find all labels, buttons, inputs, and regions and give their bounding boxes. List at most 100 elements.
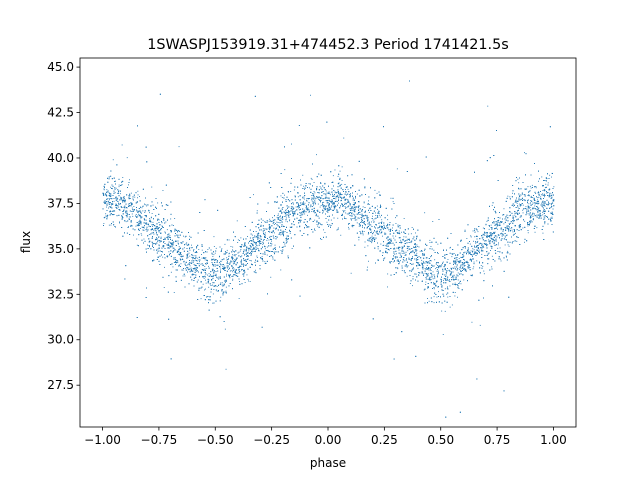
data-point xyxy=(476,260,478,262)
data-point xyxy=(467,263,469,265)
data-point xyxy=(329,203,330,204)
data-point xyxy=(399,254,401,256)
data-point xyxy=(497,244,499,246)
data-point xyxy=(369,208,371,210)
data-point xyxy=(374,218,376,220)
data-point xyxy=(108,198,110,200)
data-point xyxy=(147,244,148,246)
data-point xyxy=(291,206,293,208)
data-point xyxy=(528,191,530,193)
data-point xyxy=(417,259,419,260)
data-point xyxy=(114,226,116,227)
data-point xyxy=(229,274,231,276)
data-point xyxy=(518,194,520,196)
data-point xyxy=(351,212,353,214)
data-point xyxy=(280,215,281,217)
data-point xyxy=(546,178,548,180)
data-point xyxy=(365,215,367,217)
data-point xyxy=(330,191,332,193)
data-point xyxy=(304,202,306,204)
data-point xyxy=(492,222,493,224)
data-point xyxy=(190,267,192,269)
data-point xyxy=(363,202,365,204)
data-point xyxy=(107,198,109,200)
data-point xyxy=(270,220,272,222)
data-point xyxy=(148,234,150,235)
data-point xyxy=(382,235,383,237)
data-point xyxy=(126,212,128,214)
data-point xyxy=(433,296,435,298)
data-point xyxy=(204,276,206,278)
data-point xyxy=(415,248,417,250)
data-point xyxy=(539,213,540,215)
data-point xyxy=(441,286,442,288)
data-point xyxy=(229,277,231,279)
data-point xyxy=(429,279,431,281)
data-point xyxy=(460,283,462,285)
data-point xyxy=(418,264,420,266)
data-point xyxy=(332,196,333,197)
data-point xyxy=(130,192,132,194)
data-point xyxy=(200,298,202,300)
data-point xyxy=(377,212,379,214)
data-point xyxy=(347,201,349,203)
data-point xyxy=(500,229,502,231)
data-point xyxy=(183,235,184,237)
data-point xyxy=(333,208,335,210)
data-point xyxy=(132,198,134,200)
data-point xyxy=(149,218,151,219)
data-point xyxy=(186,256,188,258)
data-point xyxy=(433,265,435,267)
data-point xyxy=(178,246,180,248)
data-point xyxy=(370,239,372,240)
data-point xyxy=(409,283,411,284)
data-point xyxy=(399,237,401,239)
data-point xyxy=(189,255,191,257)
data-point xyxy=(464,265,466,266)
data-point xyxy=(470,250,472,252)
data-point xyxy=(183,247,185,249)
data-point xyxy=(410,242,412,243)
data-point xyxy=(288,216,289,218)
data-point xyxy=(232,246,234,248)
data-point xyxy=(540,194,542,196)
data-point xyxy=(225,251,226,253)
data-point xyxy=(444,265,446,267)
data-point xyxy=(481,253,483,255)
data-point xyxy=(280,232,282,233)
data-point xyxy=(158,219,160,221)
data-point xyxy=(406,258,407,260)
data-point xyxy=(188,269,190,271)
data-point xyxy=(150,216,152,218)
data-point xyxy=(271,221,273,223)
data-point xyxy=(352,226,354,228)
data-point xyxy=(105,193,107,195)
data-point xyxy=(228,255,230,257)
data-point xyxy=(319,222,321,224)
data-point xyxy=(299,212,301,214)
data-point xyxy=(148,224,149,226)
data-point xyxy=(268,239,270,241)
data-point xyxy=(205,279,206,281)
data-point xyxy=(121,184,123,186)
data-point xyxy=(266,239,268,241)
data-point xyxy=(280,250,282,251)
data-point xyxy=(454,279,456,280)
data-point xyxy=(187,264,189,266)
data-point xyxy=(264,251,266,253)
data-point xyxy=(165,221,167,223)
data-point xyxy=(438,270,439,272)
data-point xyxy=(290,231,291,233)
data-point xyxy=(114,180,116,182)
data-point xyxy=(484,235,486,236)
data-point xyxy=(424,212,426,214)
data-point xyxy=(445,254,447,255)
data-point xyxy=(294,195,296,197)
data-point xyxy=(427,298,428,299)
data-point xyxy=(442,269,444,271)
data-point xyxy=(303,198,305,200)
data-point xyxy=(424,249,425,251)
data-point xyxy=(274,232,275,234)
data-point xyxy=(352,185,354,187)
data-point xyxy=(311,195,313,196)
